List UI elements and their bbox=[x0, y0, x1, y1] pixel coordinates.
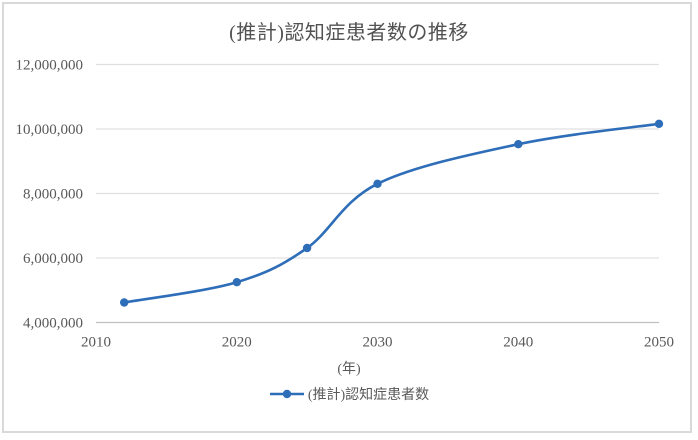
y-tick-label: 12,000,000 bbox=[16, 58, 84, 74]
y-tick-label: 8,000,000 bbox=[23, 187, 83, 203]
x-tick-label: 2010 bbox=[81, 335, 111, 351]
data-point-marker bbox=[654, 119, 664, 128]
data-point-marker bbox=[302, 243, 312, 253]
data-point-marker bbox=[232, 278, 241, 287]
data-point-marker bbox=[120, 298, 129, 307]
y-tick-label: 6,000,000 bbox=[23, 251, 83, 267]
x-axis-title: (年) bbox=[337, 362, 361, 377]
legend-series-label: (推計)認知症患者数 bbox=[307, 388, 430, 403]
y-tick-label: 10,000,000 bbox=[16, 122, 84, 138]
x-tick-label: 2050 bbox=[644, 335, 674, 351]
chart-title: (推計)認知症患者数の推移 bbox=[229, 22, 469, 44]
data-series-line bbox=[122, 122, 661, 304]
x-tick-label: 2020 bbox=[222, 335, 252, 351]
legend-line-marker-icon bbox=[269, 389, 304, 399]
x-tick-label: 2040 bbox=[503, 335, 533, 351]
y-tick-label: 4,000,000 bbox=[23, 316, 83, 332]
chart-frame bbox=[2, 2, 692, 433]
data-point-marker bbox=[514, 140, 523, 149]
x-tick-label: 2030 bbox=[363, 335, 393, 351]
data-point-marker bbox=[373, 179, 382, 188]
chart-legend: (推計)認知症患者数 bbox=[0, 384, 698, 404]
